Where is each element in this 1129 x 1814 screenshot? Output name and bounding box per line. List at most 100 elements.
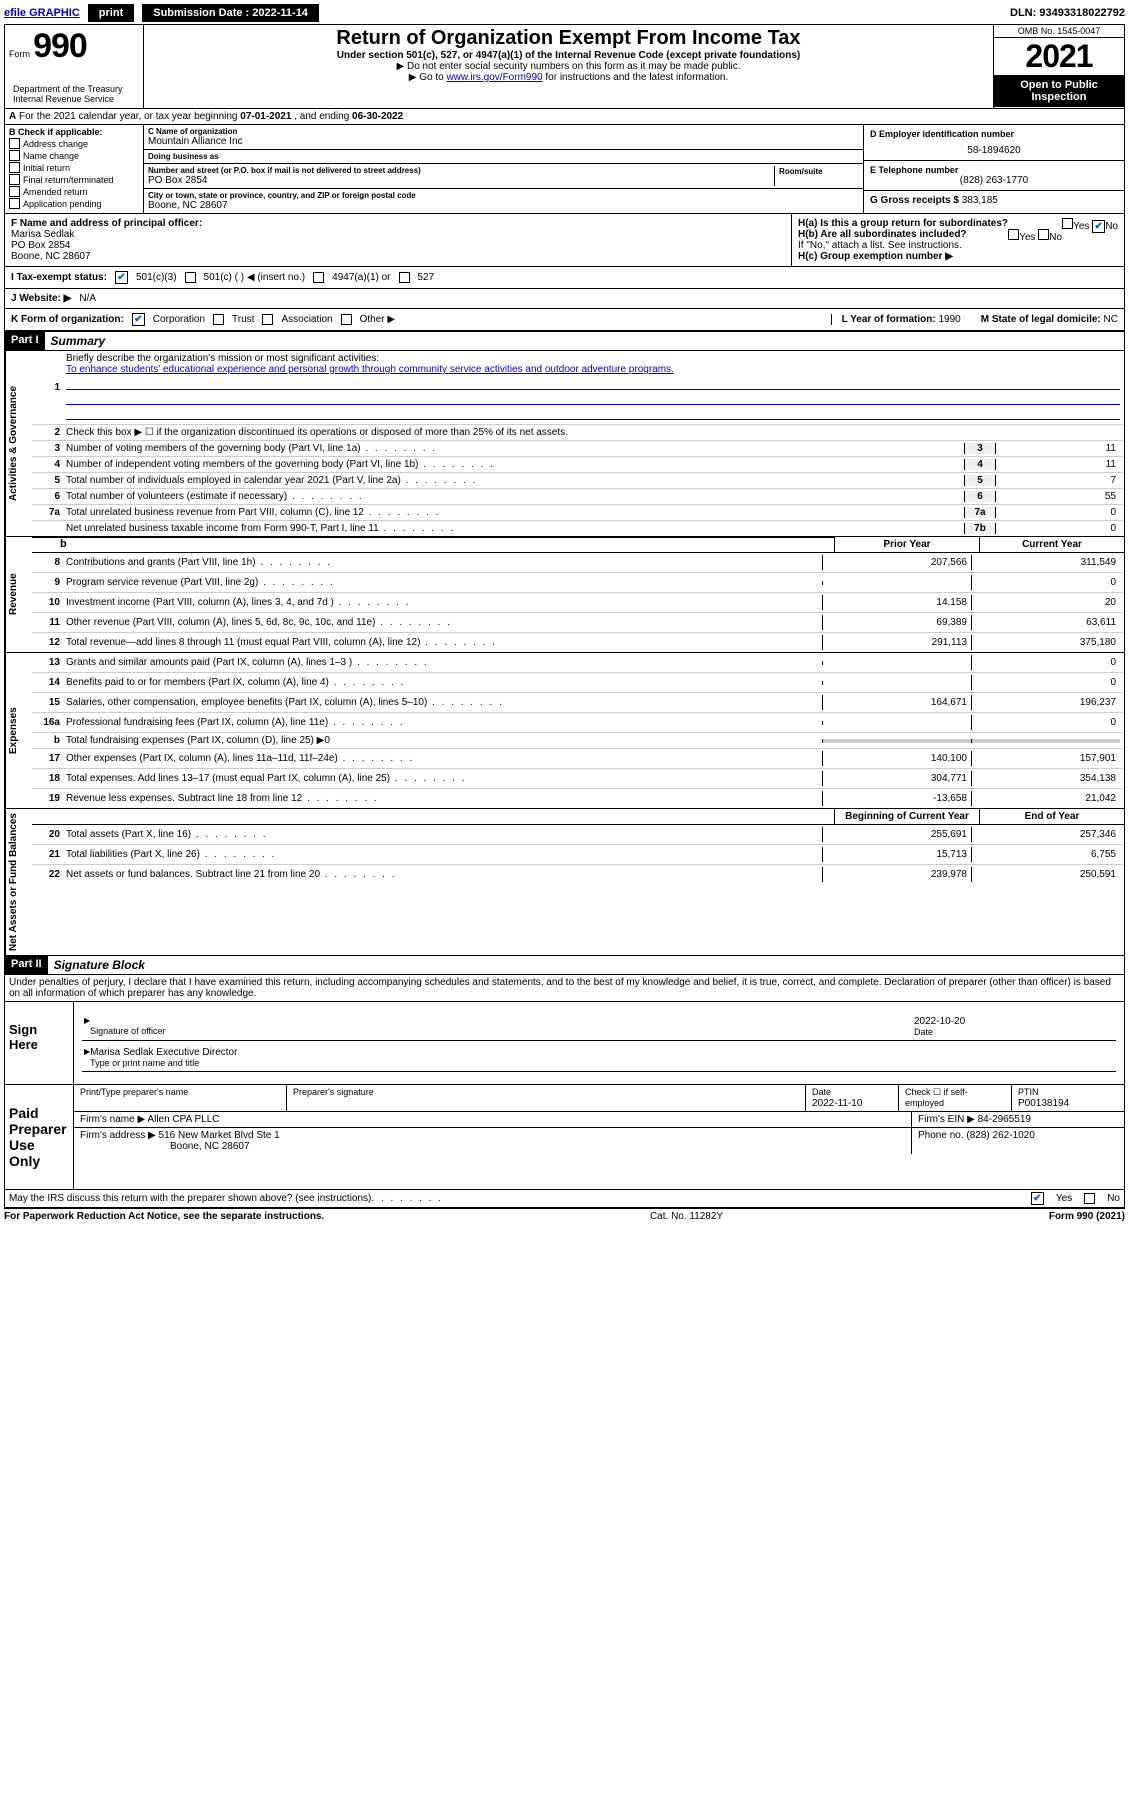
prior-value	[822, 581, 971, 585]
form-title: Return of Organization Exempt From Incom…	[150, 27, 987, 50]
phone-value: (828) 263-1770	[870, 175, 1118, 186]
line-value: 11	[996, 443, 1120, 454]
dba-label: Doing business as	[148, 152, 219, 161]
chk-amended-return[interactable]	[9, 186, 20, 197]
domicile: NC	[1104, 314, 1118, 325]
form-number-cell: Form 990 Department of the Treasury Inte…	[5, 25, 144, 108]
line-text: Total expenses. Add lines 13–17 (must eq…	[66, 773, 822, 784]
line-text: Total number of volunteers (estimate if …	[66, 491, 964, 502]
vlabel-governance: Activities & Governance	[5, 351, 32, 536]
prior-value: 14,158	[822, 595, 971, 610]
chk-initial-return[interactable]	[9, 162, 20, 173]
chk-501c[interactable]	[185, 272, 196, 283]
section-a-row: A For the 2021 calendar year, or tax yea…	[5, 109, 1124, 125]
form-footer: Form 990 (2021)	[1049, 1211, 1125, 1222]
hb-note: If "No," attach a list. See instructions…	[798, 240, 1118, 251]
current-value: 0	[971, 575, 1120, 590]
firm-addr-label: Firm's address ▶	[80, 1130, 156, 1141]
chk-other[interactable]	[341, 314, 352, 325]
room-label: Room/suite	[779, 167, 823, 176]
print-button[interactable]: print	[88, 4, 134, 22]
sig-officer-label: Signature of officer	[90, 1026, 165, 1036]
omb-number: OMB No. 1545-0047	[994, 25, 1124, 38]
form-label: Form	[9, 49, 30, 59]
cat-no: Cat. No. 11282Y	[650, 1211, 723, 1222]
type-name-label: Type or print name and title	[90, 1058, 199, 1068]
prior-value: 15,713	[822, 847, 971, 862]
prior-value	[822, 681, 971, 685]
firm-addr2: Boone, NC 28607	[80, 1141, 250, 1152]
vlabel-revenue: Revenue	[5, 537, 32, 652]
discuss-yes[interactable]: ✔	[1031, 1192, 1044, 1205]
discuss-no[interactable]	[1084, 1193, 1095, 1204]
form-subtitle: Under section 501(c), 527, or 4947(a)(1)…	[150, 50, 987, 61]
ha-no[interactable]: ✔	[1092, 220, 1105, 233]
vlabel-expenses: Expenses	[5, 653, 32, 808]
paperwork-notice: For Paperwork Reduction Act Notice, see …	[4, 1211, 324, 1222]
sign-here-label: Sign Here	[5, 1002, 74, 1084]
discuss-text: May the IRS discuss this return with the…	[9, 1193, 371, 1204]
form990-link[interactable]: www.irs.gov/Form990	[446, 72, 542, 83]
line-value: 7	[996, 475, 1120, 486]
submission-date-button[interactable]: Submission Date : 2022-11-14	[142, 4, 319, 22]
firm-ein-label: Firm's EIN ▶	[918, 1114, 975, 1125]
prior-value: -13,658	[822, 791, 971, 806]
perjury-text: Under penalties of perjury, I declare th…	[5, 975, 1124, 1002]
line-text: Salaries, other compensation, employee b…	[66, 697, 822, 708]
note-goto-pre: ▶ Go to	[409, 72, 447, 83]
efile-link[interactable]: efile GRAPHIC	[4, 7, 80, 19]
line-text: Other expenses (Part IX, column (A), lin…	[66, 753, 822, 764]
line-text: Total unrelated business revenue from Pa…	[66, 507, 964, 518]
line-text: Net assets or fund balances. Subtract li…	[66, 869, 822, 880]
chk-name-change[interactable]	[9, 150, 20, 161]
eoy-hdr: End of Year	[979, 809, 1124, 824]
chk-address-change[interactable]	[9, 138, 20, 149]
chk-corporation[interactable]: ✔	[132, 313, 145, 326]
prep-date-label: Date	[812, 1087, 831, 1097]
addr-label: Number and street (or P.O. box if mail i…	[148, 166, 774, 175]
line-text: Revenue less expenses. Subtract line 18 …	[66, 793, 822, 804]
hc-label: H(c) Group exemption number ▶	[798, 251, 953, 262]
current-value: 6,755	[971, 847, 1120, 862]
gross-receipts-value: 383,185	[962, 195, 998, 206]
k-label: K Form of organization:	[11, 314, 124, 325]
line-text: Total fundraising expenses (Part IX, col…	[66, 735, 822, 746]
website-value: N/A	[79, 293, 96, 304]
line-text: Number of independent voting members of …	[66, 459, 964, 470]
line-ref: 4	[964, 459, 996, 470]
tax-year: 2021	[994, 38, 1124, 75]
ha-yes[interactable]	[1062, 218, 1073, 229]
line-ref: 7b	[964, 523, 996, 534]
line-ref: 6	[964, 491, 996, 502]
chk-trust[interactable]	[213, 314, 224, 325]
chk-application-pending[interactable]	[9, 198, 20, 209]
line-text: Program service revenue (Part VIII, line…	[66, 577, 822, 588]
city-label: City or town, state or province, country…	[148, 191, 859, 200]
chk-association[interactable]	[262, 314, 273, 325]
chk-527[interactable]	[399, 272, 410, 283]
tax-status-label: I Tax-exempt status:	[11, 272, 107, 283]
chk-4947[interactable]	[313, 272, 324, 283]
line-text: Professional fundraising fees (Part IX, …	[66, 717, 822, 728]
prep-sig-label: Preparer's signature	[293, 1087, 374, 1097]
prior-value: 140,100	[822, 751, 971, 766]
hb-yes[interactable]	[1008, 229, 1019, 240]
website-label: J Website: ▶	[11, 293, 71, 304]
mission-text: To enhance students' educational experie…	[66, 364, 674, 375]
prior-value: 239,978	[822, 867, 971, 882]
chk-501c3[interactable]: ✔	[115, 271, 128, 284]
open-public-badge: Open to Public Inspection	[994, 75, 1124, 107]
hb-no[interactable]	[1038, 229, 1049, 240]
officer-label: F Name and address of principal officer:	[11, 218, 202, 229]
part1-title: Summary	[45, 332, 112, 350]
year-formation: 1990	[938, 314, 960, 325]
part1-header: Part I	[5, 332, 45, 350]
sig-date: 2022-10-20	[914, 1016, 965, 1027]
boy-hdr: Beginning of Current Year	[834, 809, 979, 824]
note-goto-post: for instructions and the latest informat…	[543, 72, 729, 83]
line-text: Grants and similar amounts paid (Part IX…	[66, 657, 822, 668]
prior-blank	[822, 739, 971, 743]
firm-name-label: Firm's name ▶	[80, 1114, 145, 1125]
chk-final-return[interactable]	[9, 174, 20, 185]
current-value: 63,611	[971, 615, 1120, 630]
